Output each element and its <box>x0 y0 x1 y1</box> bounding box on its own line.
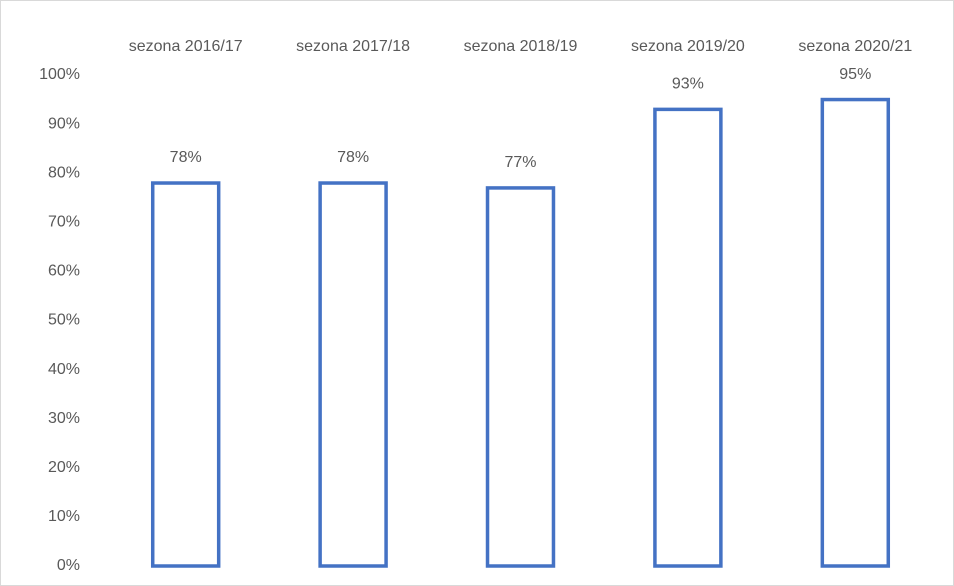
value-label: 78% <box>337 149 369 166</box>
value-label: 95% <box>839 66 871 83</box>
value-label: 78% <box>170 149 202 166</box>
x-tick-label: sezona 2018/19 <box>464 38 578 55</box>
x-tick-label: sezona 2020/21 <box>798 38 912 55</box>
x-tick-label: sezona 2016/17 <box>129 38 243 55</box>
y-tick-label: 40% <box>48 361 80 378</box>
y-tick-label: 0% <box>57 557 80 574</box>
y-tick-label: 10% <box>48 508 80 525</box>
x-tick-label: sezona 2019/20 <box>631 38 745 55</box>
y-tick-label: 80% <box>48 164 80 181</box>
bar <box>820 97 891 568</box>
bar <box>485 186 556 568</box>
y-tick-label: 90% <box>48 115 80 132</box>
x-tick-label: sezona 2017/18 <box>296 38 410 55</box>
value-label: 93% <box>672 76 704 93</box>
bar <box>653 107 723 568</box>
y-tick-label: 30% <box>48 410 80 427</box>
y-tick-label: 60% <box>48 263 80 280</box>
y-tick-label: 100% <box>39 66 80 83</box>
bar <box>318 181 388 568</box>
value-label: 77% <box>504 154 536 171</box>
y-tick-label: 70% <box>48 214 80 231</box>
y-tick-label: 20% <box>48 459 80 476</box>
y-tick-label: 50% <box>48 312 80 329</box>
bar <box>150 181 221 568</box>
